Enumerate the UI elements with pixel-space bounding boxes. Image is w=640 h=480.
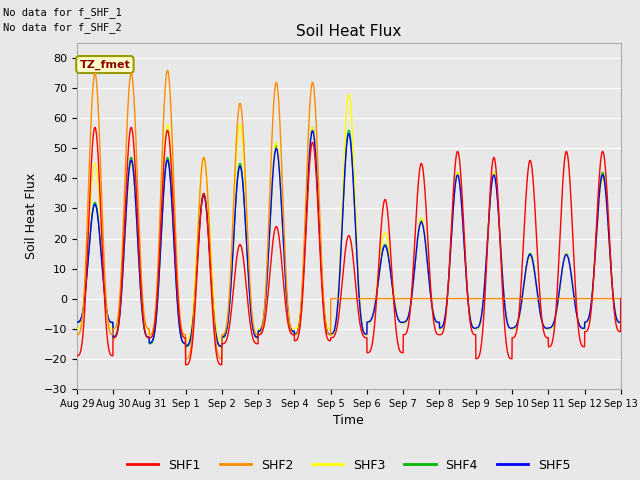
SHF4: [167, 185, 175, 191]
SHF1: [135, 247, 143, 252]
SHF1: [282, 304, 290, 310]
SHF3: [167, 156, 175, 162]
SHF3: [607, 259, 614, 265]
SHF4: [305, 154, 313, 159]
Text: No data for f_SHF_1: No data for f_SHF_1: [3, 7, 122, 18]
SHF3: [282, 275, 289, 280]
SHF3: [73, 326, 81, 332]
SHF1: [182, 362, 189, 368]
SHF2: [548, 296, 556, 301]
Line: SHF5: SHF5: [77, 131, 621, 346]
Legend: SHF1, SHF2, SHF3, SHF4, SHF5: SHF1, SHF2, SHF3, SHF4, SHF5: [122, 454, 575, 477]
SHF1: [617, 296, 625, 301]
SHF2: [607, 296, 614, 301]
Text: No data for f_SHF_2: No data for f_SHF_2: [3, 22, 122, 33]
SHF5: [217, 343, 225, 349]
SHF2: [617, 296, 625, 301]
Text: TZ_fmet: TZ_fmet: [79, 60, 131, 70]
SHF5: [308, 128, 316, 133]
SHF4: [548, 324, 556, 330]
SHF3: [617, 296, 625, 301]
SHF5: [135, 258, 143, 264]
SHF1: [305, 165, 313, 170]
SHF4: [308, 124, 316, 130]
SHF2: [164, 67, 172, 73]
SHF4: [135, 256, 143, 262]
SHF3: [305, 153, 313, 158]
SHF4: [182, 344, 189, 349]
SHF3: [548, 324, 556, 330]
SHF1: [73, 353, 81, 359]
SHF3: [135, 254, 143, 260]
SHF2: [282, 266, 290, 272]
Line: SHF4: SHF4: [77, 127, 621, 347]
SHF1: [91, 124, 99, 130]
SHF1: [607, 253, 614, 259]
X-axis label: Time: Time: [333, 414, 364, 427]
SHF3: [182, 338, 189, 344]
SHF3: [345, 91, 353, 97]
SHF4: [607, 257, 614, 263]
SHF5: [167, 188, 175, 193]
SHF5: [548, 324, 556, 329]
SHF1: [168, 165, 175, 170]
SHF4: [73, 320, 81, 325]
Y-axis label: Soil Heat Flux: Soil Heat Flux: [25, 173, 38, 259]
SHF5: [607, 258, 614, 264]
Line: SHF1: SHF1: [77, 127, 621, 365]
SHF5: [617, 296, 625, 301]
SHF2: [305, 111, 313, 117]
SHF2: [168, 115, 175, 120]
SHF2: [73, 332, 81, 337]
SHF5: [73, 319, 81, 325]
SHF4: [282, 277, 289, 283]
Line: SHF3: SHF3: [77, 94, 621, 341]
Title: Soil Heat Flux: Soil Heat Flux: [296, 24, 401, 39]
Line: SHF2: SHF2: [77, 70, 621, 359]
SHF5: [305, 156, 313, 162]
SHF1: [548, 341, 556, 347]
SHF2: [182, 356, 189, 361]
SHF2: [135, 215, 143, 220]
SHF5: [282, 279, 289, 285]
SHF4: [617, 296, 625, 301]
